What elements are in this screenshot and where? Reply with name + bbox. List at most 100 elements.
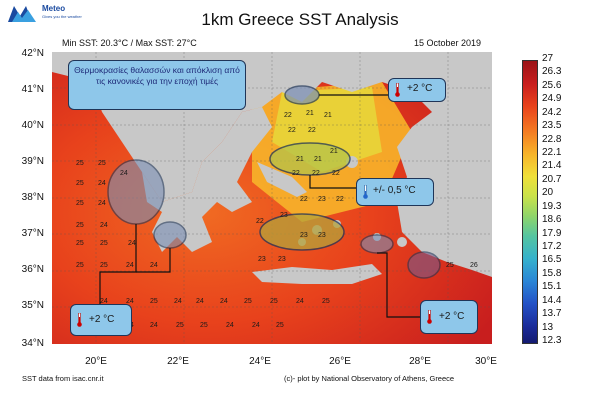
sst-value: 25	[244, 298, 252, 305]
colorbar-tick-label: 16.5	[542, 254, 562, 266]
sst-value: 25	[322, 298, 330, 305]
lon-label: 30°E	[475, 356, 497, 367]
ionian-anomaly-ellipse	[107, 159, 165, 225]
sst-value: 24	[220, 298, 228, 305]
sst-value: 24	[120, 170, 128, 177]
north-aegean-anomaly-ellipse	[284, 85, 320, 105]
colorbar-tick-label: 20.7	[542, 173, 562, 185]
sst-value: 24	[296, 298, 304, 305]
sst-value: 22	[332, 170, 340, 177]
colorbar-tick-label: 26.3	[542, 66, 562, 78]
callout-southeast-text: +2 °C	[439, 311, 465, 322]
sst-value: 25	[76, 160, 84, 167]
sst-colorbar	[522, 60, 538, 344]
thermometer-icon	[427, 310, 432, 324]
southwest-peloponnese-ellipse	[153, 221, 187, 249]
colorbar-tick-label: 19.3	[542, 200, 562, 212]
colorbar-tick-label: 15.8	[542, 267, 562, 279]
sst-value: 21	[314, 156, 322, 163]
colorbar-tick-label: 25.6	[542, 79, 562, 91]
colorbar-tick-label: 17.2	[542, 241, 562, 252]
colorbar-tick-label: 14.4	[542, 294, 562, 306]
analysis-date: 15 October 2019	[414, 38, 482, 48]
sst-value: 25	[76, 240, 84, 247]
colorbar-tick-label: 24.2	[542, 106, 562, 118]
callout-southeast: +2 °C	[420, 300, 478, 334]
sst-value: 24	[98, 200, 106, 207]
colorbar-tick-label: 27	[542, 53, 554, 64]
callout-southwest: +2 °C	[70, 304, 132, 336]
sst-value: 23	[278, 256, 286, 263]
rhodes-island	[397, 237, 407, 247]
sst-value: 21	[296, 156, 304, 163]
greek-note-box: Θερμοκρασίες θαλασσών και απόκλιση από τ…	[68, 60, 246, 110]
sst-value: 25	[100, 240, 108, 247]
sst-value: 24	[126, 298, 134, 305]
sst-value: 22	[256, 218, 264, 225]
callout-north: +2 °C	[388, 78, 446, 102]
data-source: SST data from isac.cnr.it	[22, 374, 104, 383]
rhodes-anomaly-ellipse	[407, 251, 441, 279]
min-max-sst: Min SST: 20.3°C / Max SST: 27°C	[62, 38, 197, 48]
lat-label: 38°N	[21, 192, 44, 203]
thermometer-icon	[77, 313, 82, 327]
thermometer-icon	[363, 185, 368, 199]
turkey-land	[397, 112, 492, 277]
sst-value: 22	[300, 196, 308, 203]
greek-note-text: Θερμοκρασίες θαλασσών και απόκλιση από τ…	[74, 65, 240, 86]
sst-value: 25	[76, 180, 84, 187]
callout-southwest-text: +2 °C	[89, 314, 115, 325]
sst-value: 25	[276, 322, 284, 329]
sst-value: 24	[150, 262, 158, 269]
brand-name: Meteo	[42, 4, 66, 13]
sst-value: 24	[100, 222, 108, 229]
meteo-logo-icon	[8, 6, 36, 22]
lat-label: 39°N	[21, 156, 44, 167]
callout-center-text: +/- 0,5 °C	[373, 185, 416, 196]
colorbar-tick-label: 24.9	[542, 93, 562, 105]
sst-value: 22	[288, 127, 296, 134]
lon-label: 24°E	[249, 356, 271, 367]
sst-value: 22	[284, 112, 292, 119]
callout-center: +/- 0,5 °C	[356, 178, 434, 206]
colorbar-tick-label: 15.1	[542, 281, 562, 293]
lat-label: 42°N	[21, 48, 44, 59]
sst-value: 25	[200, 322, 208, 329]
callout-north-text: +2 °C	[407, 83, 433, 94]
lon-label: 22°E	[167, 356, 189, 367]
colorbar-tick-label: 22.8	[542, 133, 562, 145]
plot-credit: (c)- plot by National Observatory of Ath…	[284, 374, 455, 383]
sst-value: 24	[126, 262, 134, 269]
meteo-logo: Meteo Gives you the weather	[8, 2, 88, 28]
lat-label: 35°N	[21, 300, 44, 311]
dodecanese-anomaly-ellipse	[360, 234, 394, 254]
sst-value: 24	[174, 298, 182, 305]
sst-value: 23	[280, 212, 288, 219]
sst-value: 25	[176, 322, 184, 329]
lon-label: 26°E	[329, 356, 351, 367]
sst-value: 26	[470, 262, 478, 269]
cyclades-anomaly-ellipse	[259, 213, 345, 251]
sst-value: 23	[300, 232, 308, 239]
sst-value: 25	[76, 200, 84, 207]
sst-value: 21	[306, 110, 314, 117]
colorbar-tick-label: 18.6	[542, 214, 562, 226]
sst-value: 25	[76, 222, 84, 229]
map-title: 1km Greece SST Analysis	[201, 10, 399, 29]
sst-value: 23	[258, 256, 266, 263]
sst-value: 24	[128, 240, 136, 247]
colorbar-tick-label: 22.1	[542, 147, 562, 158]
crete-land	[252, 264, 382, 284]
greece-mainland	[142, 107, 272, 252]
sst-value: 23	[318, 232, 326, 239]
sst-value: 24	[226, 322, 234, 329]
colorbar-tick-label: 17.9	[542, 227, 562, 239]
sst-value: 23	[318, 196, 326, 203]
lon-label: 20°E	[85, 356, 107, 367]
sst-value: 24	[150, 322, 158, 329]
lat-label: 34°N	[21, 338, 44, 349]
lat-label: 36°N	[21, 264, 44, 275]
evia-land	[257, 162, 307, 197]
lat-label: 41°N	[21, 84, 44, 95]
sst-value: 25	[150, 298, 158, 305]
